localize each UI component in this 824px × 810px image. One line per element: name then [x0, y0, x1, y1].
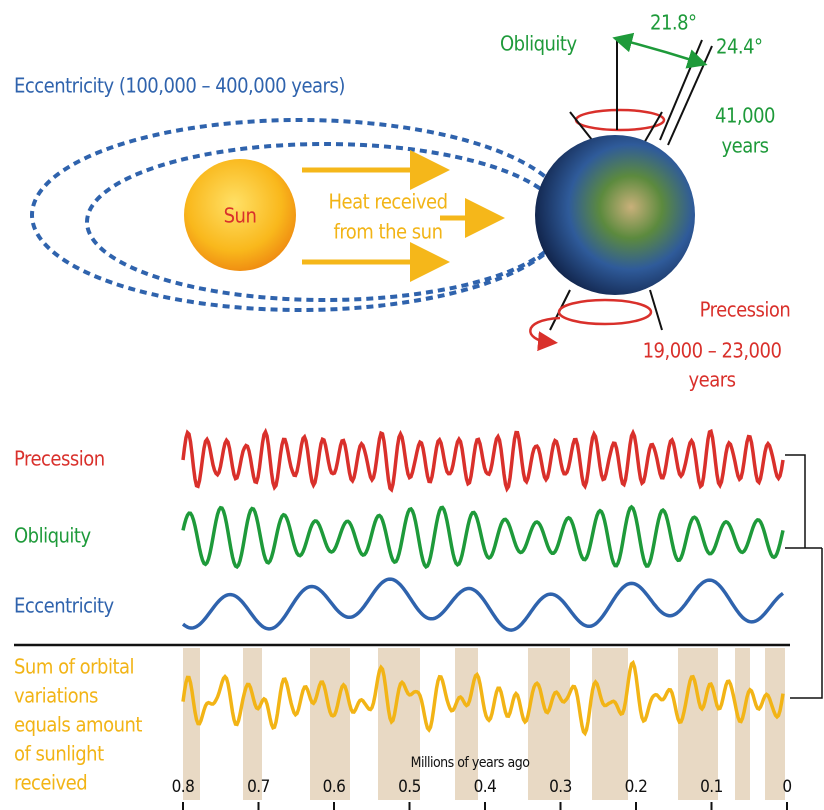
tick-label: 0.3 [549, 777, 572, 797]
tick-label: 0.2 [625, 777, 648, 797]
cycle-wave [183, 431, 783, 489]
cycle-label: received [14, 771, 87, 795]
tilt-axis [668, 46, 712, 145]
precession-label: Precession [700, 298, 791, 322]
axis-title: Millions of years ago [411, 755, 531, 771]
tick-label: 0.7 [247, 777, 270, 797]
cycle-label: variations [14, 684, 98, 708]
obliquity-period: years [721, 134, 768, 158]
obliquity-period: 41,000 [715, 104, 775, 128]
tick-label: 0.6 [323, 777, 346, 797]
angle-max: 24.4° [716, 35, 763, 59]
precession-period: 19,000 – 23,000 [643, 339, 782, 363]
obliquity-arc [622, 40, 698, 62]
angle-min: 21.8° [650, 11, 697, 35]
sun-label: Sun [224, 204, 257, 228]
cycle-label: Sum of orbital [14, 655, 134, 679]
heat-label: from the sun [334, 220, 443, 244]
cycle-label: equals amount [14, 713, 142, 737]
bracket [785, 455, 822, 698]
orbit-outer [32, 120, 568, 310]
tick-label: 0.1 [700, 777, 723, 797]
tick-label: 0.5 [398, 777, 421, 797]
tick-label: 0.4 [474, 777, 497, 797]
precession-ring [559, 300, 651, 324]
cycle-wave [183, 579, 783, 630]
cycle-label: Precession [14, 447, 105, 471]
precession-period: years [688, 368, 735, 392]
cycle-label: Obliquity [14, 524, 91, 548]
cycle-label: Eccentricity [14, 594, 115, 618]
tick-label: 0.8 [172, 777, 195, 797]
eccentricity-label: Eccentricity (100,000 – 400,000 years) [14, 74, 345, 98]
diagram: Eccentricity (100,000 – 400,000 years) S… [0, 0, 824, 810]
heat-label: Heat received [328, 190, 447, 214]
band [735, 648, 750, 800]
cycle-wave [183, 507, 783, 567]
precession-arrow [530, 318, 560, 342]
precession-ring [576, 110, 664, 130]
earth [535, 135, 695, 295]
band [592, 648, 628, 800]
obliquity-label: Obliquity [500, 32, 577, 56]
tilt-axis [660, 40, 702, 140]
tick-label: 0 [782, 777, 791, 797]
orbit-inner [87, 144, 563, 300]
cycle-label: of sunlight [14, 742, 104, 766]
